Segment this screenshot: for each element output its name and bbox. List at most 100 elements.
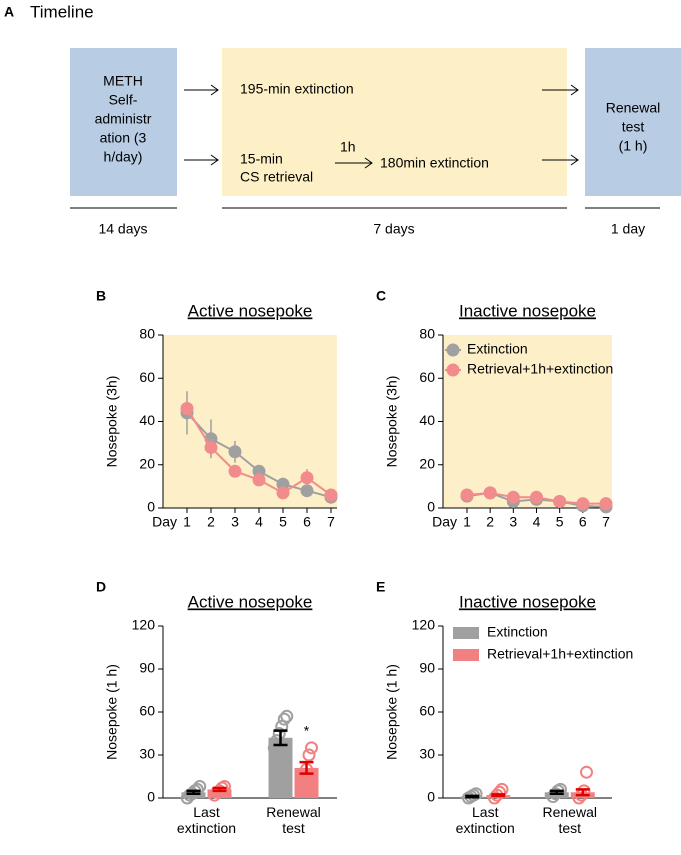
y-tick-label: 30 <box>139 746 155 762</box>
error-bar <box>212 786 227 793</box>
plot-background <box>443 335 612 508</box>
x-tick-label: 1 <box>183 514 191 530</box>
legend-marker <box>446 363 460 377</box>
point <box>530 490 543 504</box>
data-point <box>305 741 318 755</box>
panel-label: C <box>376 288 386 304</box>
point <box>180 402 194 416</box>
y-tick-label: 60 <box>419 369 435 385</box>
x-tick-label: 7 <box>602 514 610 530</box>
x-tick-label-box: Last extinction <box>455 804 515 836</box>
y-tick-label: 60 <box>139 369 155 385</box>
point <box>252 473 266 487</box>
point <box>506 490 520 504</box>
data-point <box>280 709 294 723</box>
x-tick-label: Renewal test <box>266 804 321 836</box>
bar <box>544 792 569 798</box>
box-text: ation (3 <box>100 130 147 146</box>
y-tick-label: 40 <box>139 412 155 428</box>
step-text: CS retrieval <box>240 169 313 185</box>
box-text: Self- <box>109 92 138 108</box>
box-text: Renewal <box>606 100 660 116</box>
y-tick-label: 0 <box>147 499 155 515</box>
data-point <box>267 741 281 755</box>
y-tick-label: 80 <box>139 326 155 342</box>
data-point <box>493 785 506 799</box>
x-tick-label: 2 <box>486 514 494 530</box>
y-tick-label: 0 <box>147 789 155 805</box>
x-tick-label-box: Last extinction <box>177 804 236 836</box>
error-bar <box>575 788 590 797</box>
chart-title: Inactive nosepoke <box>459 592 596 611</box>
y-tick-label: 20 <box>419 455 435 471</box>
chart-title: Inactive nosepoke <box>459 301 596 320</box>
legend-label: Retrieval+1h+extinction <box>467 361 613 377</box>
y-tick-label: 80 <box>419 326 435 342</box>
box-text: administr <box>95 111 152 127</box>
box-text: test <box>622 119 645 135</box>
timeline: A Timeline METH Self- administr ation (3… <box>4 2 681 237</box>
step-text: 180min extinction <box>380 155 489 171</box>
y-tick-label: 0 <box>427 789 435 805</box>
x-tick-label: 7 <box>327 514 335 530</box>
x-tick-label: 3 <box>509 514 517 530</box>
data-point <box>297 770 311 783</box>
panel-label: B <box>96 288 106 304</box>
data-point <box>469 787 483 801</box>
legend-label: Extinction <box>467 341 528 357</box>
x-tick-label: 4 <box>255 514 263 530</box>
x-tick-label: 6 <box>579 514 587 530</box>
y-tick-label: 40 <box>419 412 435 428</box>
legend-swatch <box>453 649 479 661</box>
point <box>276 486 290 500</box>
duration: 7 days <box>373 221 414 237</box>
x-tick-label: 2 <box>207 514 215 530</box>
legend-swatch <box>453 627 479 639</box>
y-tick-label: 90 <box>419 660 435 676</box>
y-axis-label: Nosepoke (1 h) <box>104 664 120 760</box>
x-tick-label: 1 <box>463 514 471 530</box>
box <box>585 48 681 196</box>
x-axis-label: Day <box>152 514 177 530</box>
step-text: 195-min extinction <box>240 81 354 97</box>
data-point <box>302 748 316 762</box>
x-tick-label: 4 <box>533 514 541 530</box>
point <box>599 497 613 511</box>
panel-label: D <box>96 579 106 595</box>
interval-text: 1h <box>340 139 356 155</box>
bar <box>181 792 206 798</box>
y-tick-label: 90 <box>139 660 155 676</box>
point <box>576 497 590 511</box>
duration: 14 days <box>98 221 147 237</box>
point <box>460 488 474 502</box>
chart-title: Active nosepoke <box>188 301 313 320</box>
x-tick-label: Renewal test <box>542 804 597 836</box>
chart-title: Active nosepoke <box>188 592 313 611</box>
y-axis-label: Nosepoke (1 h) <box>384 664 400 760</box>
x-tick-label: 5 <box>556 514 564 530</box>
arrow <box>542 154 579 166</box>
y-tick-label: 120 <box>132 617 156 633</box>
duration: 1 day <box>611 221 645 237</box>
legend-label: Extinction <box>487 624 548 640</box>
arrows <box>70 84 660 209</box>
point <box>324 488 338 502</box>
point <box>228 464 242 478</box>
box <box>222 48 567 196</box>
error-bar <box>273 729 288 747</box>
step-text: 15-min <box>240 151 283 167</box>
annotation: * <box>304 723 310 739</box>
point <box>300 484 314 498</box>
arrow <box>184 154 219 166</box>
x-tick-label: 5 <box>279 514 287 530</box>
point <box>483 486 497 500</box>
arrow <box>184 84 219 96</box>
error-bar <box>186 789 201 795</box>
box-text: (1 h) <box>619 138 648 154</box>
x-tick-label: Last extinction <box>455 804 515 836</box>
point <box>300 471 314 485</box>
y-tick-label: 0 <box>427 499 435 515</box>
y-tick-label: 20 <box>139 455 155 471</box>
panel-label: E <box>376 579 385 595</box>
